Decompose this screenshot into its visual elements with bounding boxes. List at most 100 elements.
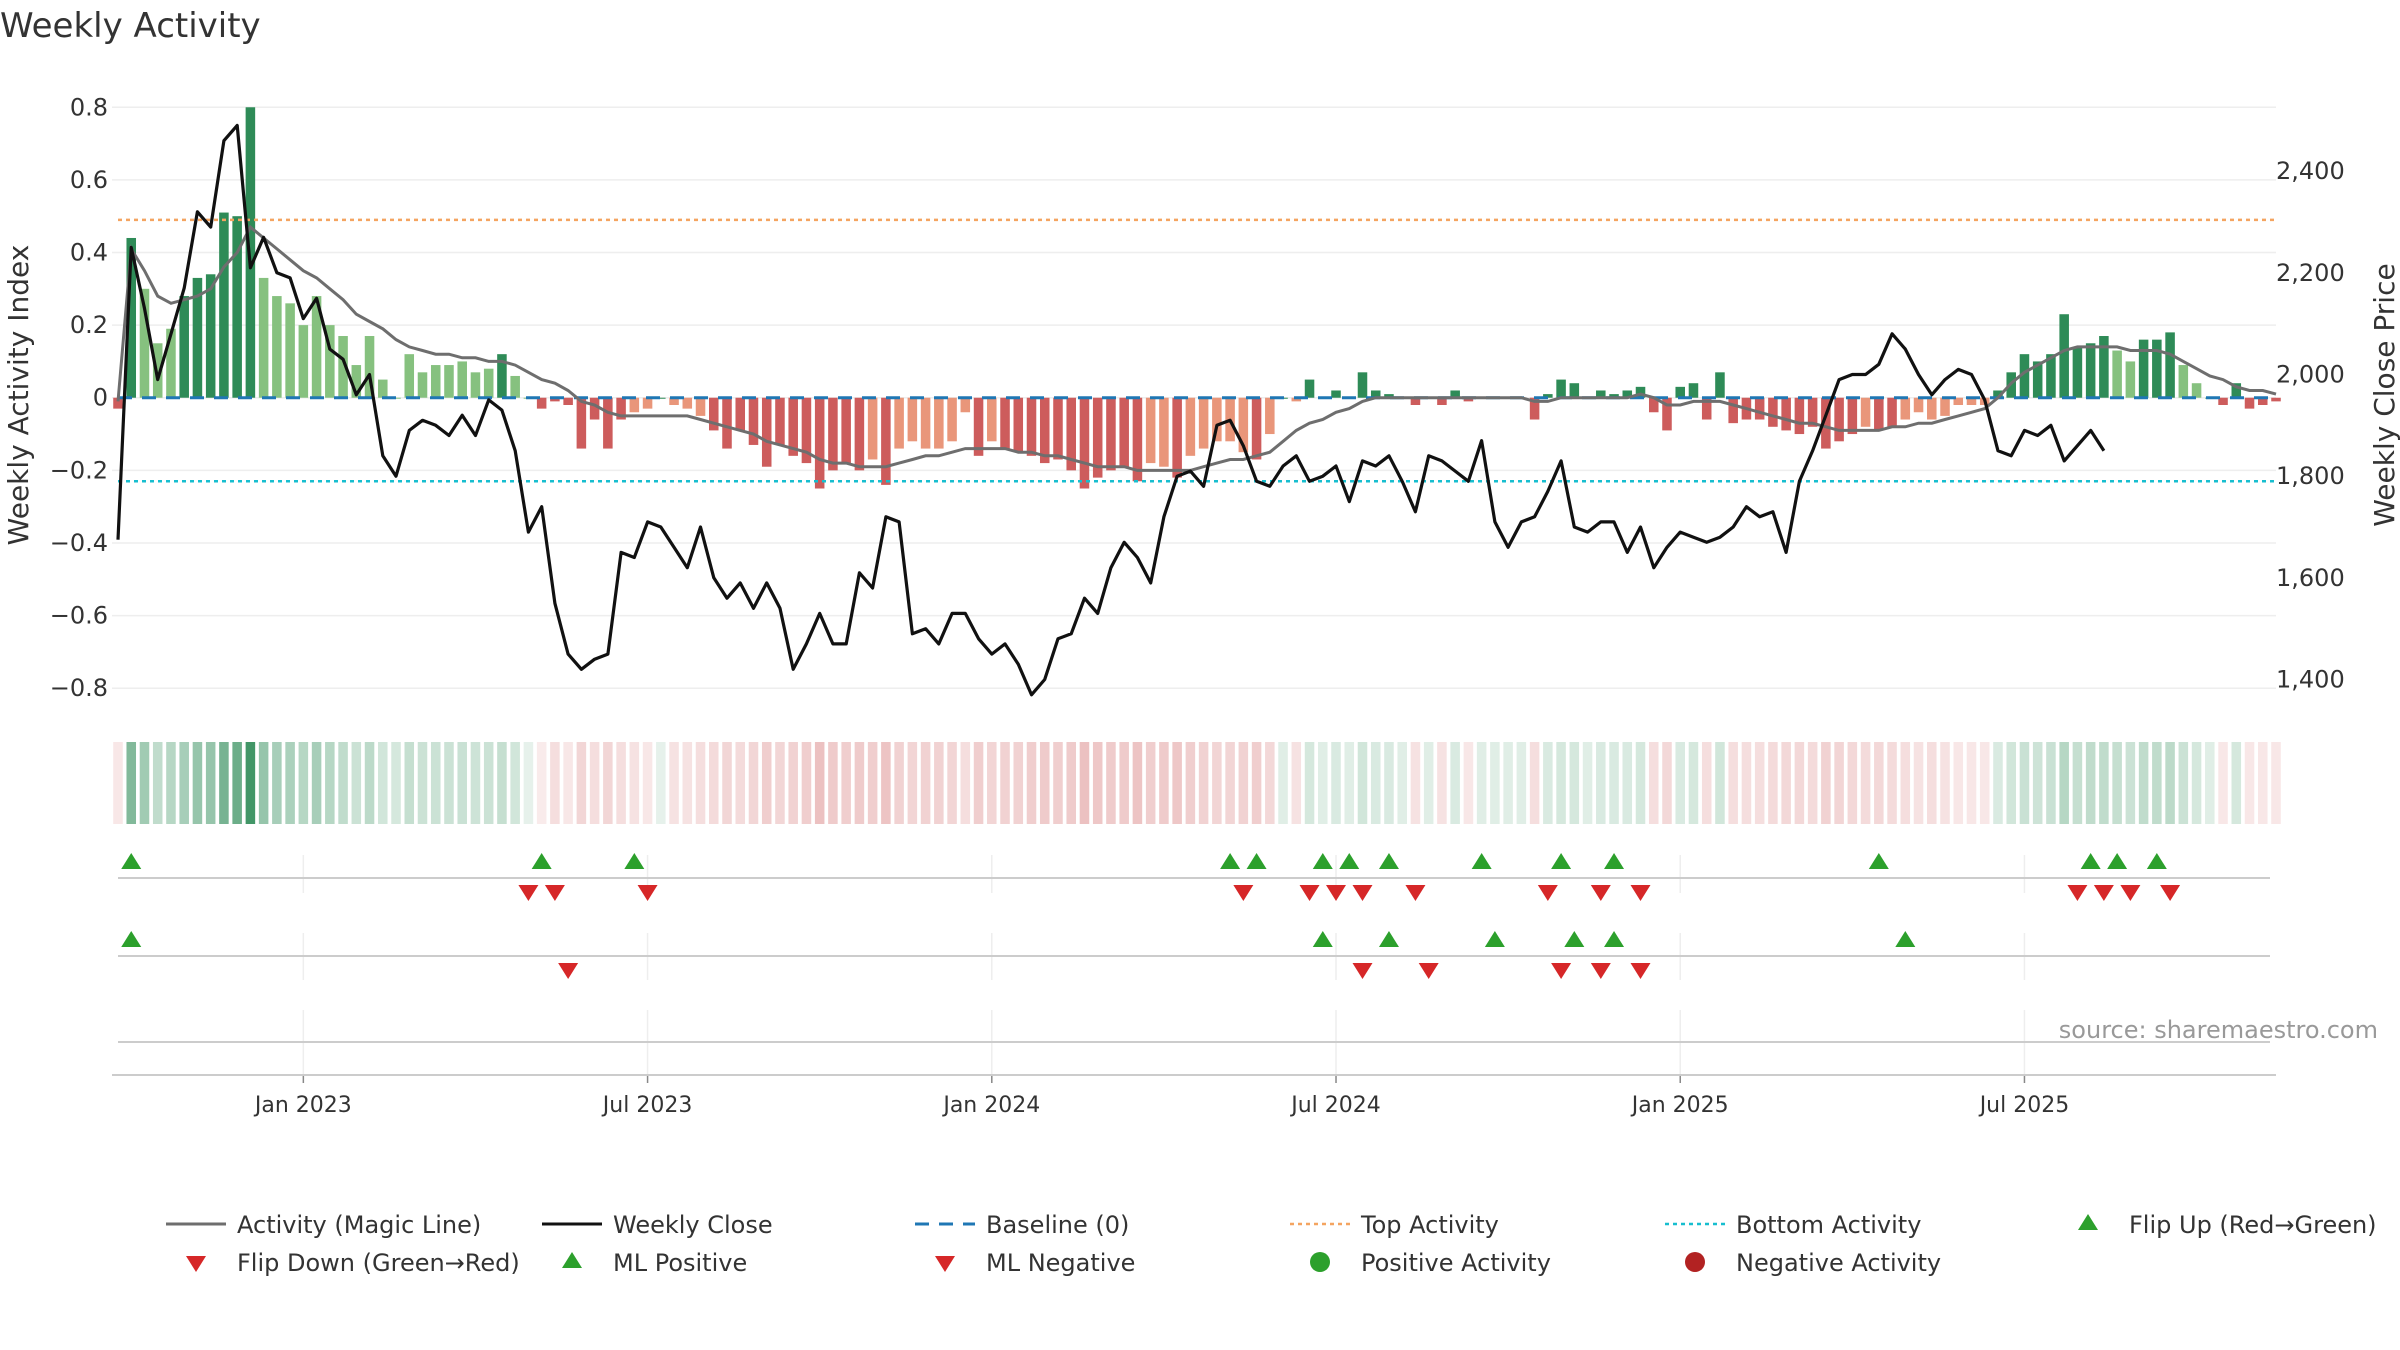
activity-bar [1847, 397, 1858, 435]
heat-strip-cell [1688, 742, 1699, 824]
flip-up-marker [2107, 853, 2128, 869]
activity-bar [1966, 397, 1977, 405]
activity-bar [1450, 390, 1460, 398]
x-tick-label: Jul 2024 [1289, 1093, 1381, 1118]
heat-strip-cell [378, 742, 388, 824]
heat-strip-cell [682, 742, 693, 824]
heat-strip-cell [1331, 742, 1341, 824]
heat-strip-cell [1966, 742, 1977, 824]
activity-bar [2257, 397, 2268, 405]
heat-strip-cell [1490, 742, 1500, 824]
heat-strip-cell [1715, 742, 1725, 824]
activity-bar [2271, 397, 2281, 402]
heat-strip-cell [126, 742, 137, 824]
heat-strip-cell [1807, 742, 1818, 824]
heat-strip-cell [1384, 742, 1394, 824]
heat-strip-cell [748, 742, 759, 824]
flip-up-marker [531, 853, 552, 869]
activity-bar [735, 397, 746, 431]
heat-strip-cell [364, 742, 375, 824]
flip-up-marker [1604, 853, 1625, 869]
heat-strip-cell [2125, 742, 2136, 824]
legend-label: Baseline (0) [986, 1211, 1129, 1239]
heat-strip-cell [1927, 742, 1937, 824]
activity-bar [550, 397, 560, 402]
activity-bar [1370, 390, 1381, 398]
activity-bar [576, 397, 587, 449]
y-axis-label: Weekly Activity Index [2, 245, 35, 546]
legend-label: Activity (Magic Line) [237, 1211, 481, 1239]
activity-bar [325, 325, 335, 398]
activity-bar [1132, 397, 1143, 482]
legend-swatch-positive-activity [1310, 1252, 1330, 1272]
legend-label: Top Activity [1360, 1211, 1499, 1239]
heat-strip-cell [1648, 742, 1659, 824]
legend-label: Positive Activity [1361, 1249, 1551, 1277]
heat-strip-cell [828, 742, 838, 824]
activity-bar [1331, 390, 1341, 398]
weekly-close-line [116, 123, 2106, 697]
heat-strip-cell [192, 742, 203, 824]
activity-bar [417, 372, 428, 398]
heat-strip-cell [1979, 742, 1990, 824]
heat-strip-cell [550, 742, 560, 824]
heat-strip-cell [709, 742, 719, 824]
activity-bar [1556, 379, 1566, 398]
heat-strip-cell [2072, 742, 2083, 824]
heat-strip-cell [1092, 742, 1103, 824]
activity-bar [1701, 397, 1712, 420]
heat-strip-cell [1039, 742, 1050, 824]
heat-strip-cell [2019, 742, 2030, 824]
heat-strip-cell [1172, 742, 1182, 824]
activity-bar [1384, 394, 1394, 398]
heat-strip-cell [536, 742, 547, 824]
activity-bar [1675, 386, 1685, 398]
heat-strip-cell [232, 742, 242, 824]
heat-strip-cell [1265, 742, 1275, 824]
activity-bar [2178, 365, 2189, 398]
activity-bar [2085, 343, 2096, 398]
legend-label: Weekly Close [613, 1211, 773, 1239]
heat-strip-cell [219, 742, 229, 824]
y-tick-label: −0.8 [50, 674, 108, 702]
heat-strip-cell [1066, 742, 1076, 824]
activity-bar [351, 365, 362, 398]
heat-strip-cell [867, 742, 878, 824]
activity-bar [139, 288, 150, 398]
activity-bar [589, 397, 600, 420]
flip-up-marker [1220, 853, 1241, 869]
activity-bar [258, 277, 269, 398]
heat-strip-cell [1410, 742, 1421, 824]
heat-strip-cell [1596, 742, 1606, 824]
activity-bar [563, 397, 573, 405]
ml-positive-marker [1312, 931, 1333, 947]
ml-positive-marker [1895, 931, 1916, 947]
y2-tick-label: 2,400 [2276, 157, 2345, 185]
heat-strip-cell [285, 742, 295, 824]
legend-label: Negative Activity [1736, 1249, 1941, 1277]
heat-strip-cell [391, 742, 401, 824]
activity-bar [444, 365, 454, 398]
heat-strip-cell [761, 742, 772, 824]
heat-strip-cell [1119, 742, 1129, 824]
activity-bar [616, 397, 626, 420]
heat-strip-cell [656, 742, 666, 824]
legend-label: Flip Up (Red→Green) [2129, 1211, 2377, 1239]
heat-strip-cell [1993, 742, 2003, 824]
activity-bar [1145, 397, 1156, 464]
heat-strip-cell [1026, 742, 1037, 824]
activity-bar [2165, 332, 2175, 398]
flip-up-marker [1246, 853, 1267, 869]
flip-up-marker [1312, 853, 1333, 869]
heat-strip-cell [987, 742, 997, 824]
chart-title: Weekly Activity [0, 6, 261, 46]
legend-label: ML Negative [986, 1249, 1135, 1277]
activity-bar [722, 397, 732, 449]
activity-bar [656, 397, 666, 399]
heat-strip-cell [1609, 742, 1619, 824]
heat-strip-cell [1304, 742, 1315, 824]
y-tick-label: 0.8 [70, 93, 108, 121]
heat-strip-cell [960, 742, 971, 824]
flip-up-marker [1471, 853, 1492, 869]
